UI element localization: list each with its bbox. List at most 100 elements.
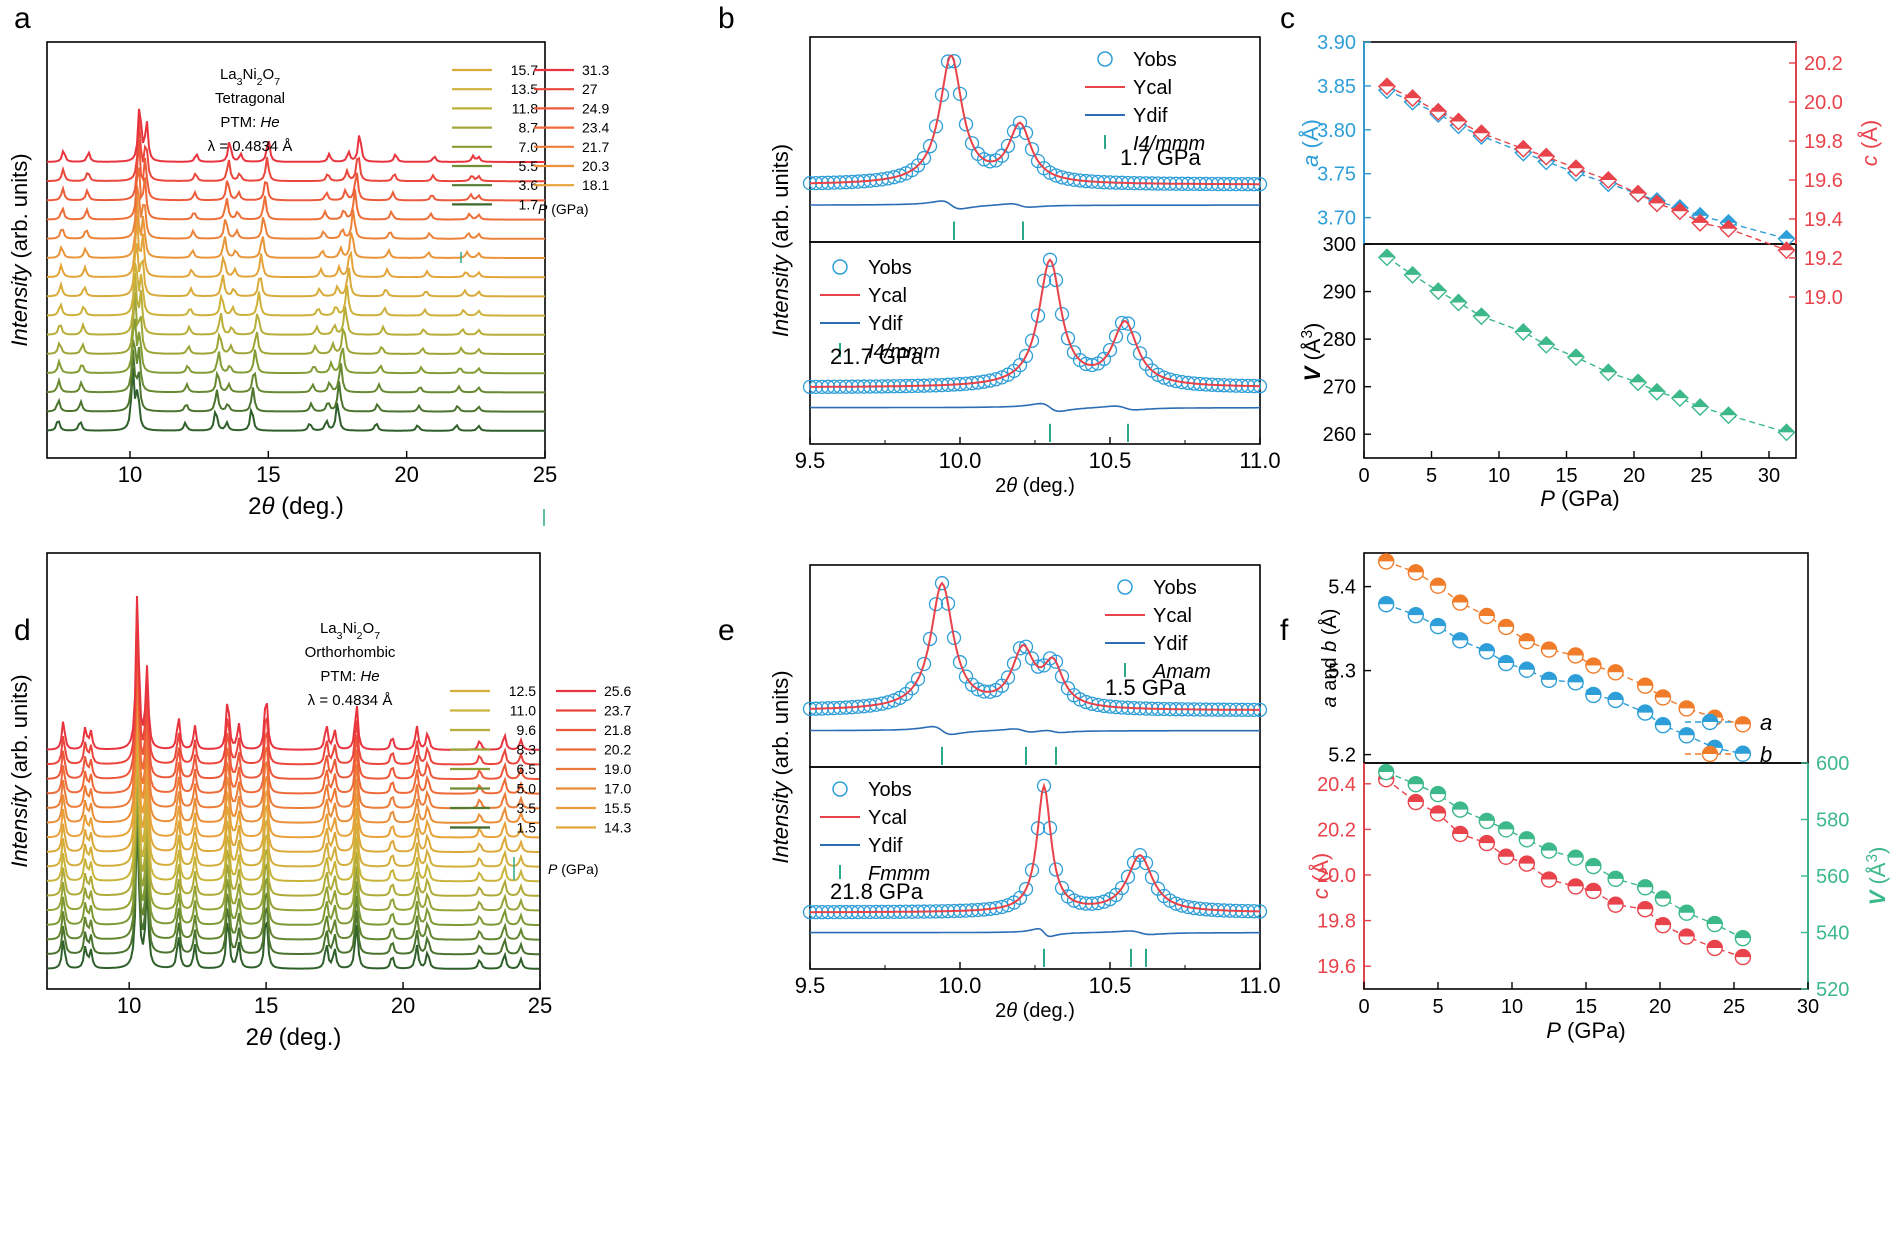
panel-b-yobs-point <box>922 139 938 154</box>
panel-a-pattern-curve <box>46 262 545 317</box>
panel-f-v-series-point-fill <box>1430 786 1446 795</box>
panel-a-pattern-curve <box>46 367 545 432</box>
panel-a-legend-right: 21.7 <box>582 139 609 155</box>
panel-c-xlabel: P (GPa) <box>1540 486 1619 511</box>
panel-b-ylabel: Intensity (arb. units) <box>768 144 793 337</box>
panel-a-legend-left: 1.7 <box>519 196 539 212</box>
panel-f-a-series-point-fill <box>1452 632 1468 641</box>
panel-a-legend-left: 3.6 <box>519 177 539 193</box>
panel-d-xaxis-ticklabel: 25 <box>528 993 552 1018</box>
panel-d-wavelength: λ = 0.4834 Å <box>308 692 393 709</box>
panel-c-xaxis-ticklabel: 30 <box>1758 465 1780 487</box>
panel-f-v-series-point-fill <box>1519 831 1535 840</box>
panel-d-pattern-curve <box>46 727 539 883</box>
panel-c-c-series-point-fill <box>1450 113 1467 122</box>
panel-a-pattern-curve <box>46 185 545 240</box>
panel-c-xaxis-ticklabel: 20 <box>1623 465 1645 487</box>
panel-b-yobs-point <box>976 152 992 167</box>
panel-f-b-series-point-fill <box>1679 700 1695 709</box>
panel-d-pattern-curve <box>46 683 539 839</box>
panel-f-c-series-point-fill <box>1498 849 1514 857</box>
panel-b-yobs-point <box>928 119 944 134</box>
panel-c-a-axis-ticklabel: 3.75 <box>1317 164 1356 186</box>
panel-e-yobs-point <box>1054 669 1070 684</box>
panel-a-wavelength: λ = 0.4834 Å <box>208 138 293 155</box>
panel-b-legend-ydif: Ydif <box>868 313 903 335</box>
panel-d-ptm: PTM: He <box>320 668 379 685</box>
panel-f-b-series-point-fill <box>1568 647 1584 656</box>
panel-a-legend-left: 15.7 <box>511 62 538 78</box>
panel-f-c-series-line <box>1385 778 1744 958</box>
panel-b-yobs-point <box>1024 142 1040 157</box>
panel-a-pattern-curve <box>46 349 545 413</box>
panel-a-pattern-curve <box>46 243 545 298</box>
panel-a-pattern-curve <box>46 196 545 259</box>
panel-c-xaxis-ticklabel: 25 <box>1690 465 1712 487</box>
panel-c-c-axis-ticklabel: 19.6 <box>1804 170 1843 192</box>
panel-e-legend-ydif: Ydif <box>868 835 903 857</box>
panel-f-c-series-point-fill <box>1519 856 1535 864</box>
panel-a-xaxis-ticklabel: 15 <box>256 462 280 487</box>
panel-b-pressure-label: 21.7 GPa <box>830 344 924 369</box>
panel-f-a-series-point-fill <box>1479 643 1495 652</box>
panel-b-xaxis-ticklabel: 10.5 <box>1089 448 1132 473</box>
panel-d-legend-left: 9.6 <box>517 722 537 738</box>
panel-e-legend-ydif: Ydif <box>1153 633 1188 655</box>
panel-f-a-series-point-fill <box>1430 618 1446 627</box>
panel-c-c-series-point-fill <box>1430 103 1447 112</box>
panel-c-v-series-point-fill <box>1630 374 1647 383</box>
panel-c-v-series-point-fill <box>1692 399 1709 408</box>
panel-f-b-series-point-fill <box>1408 564 1424 573</box>
panel-e-yobs-point <box>910 671 926 687</box>
panel-b-ydif-line <box>810 200 1260 210</box>
panel-d-legend-left: 11.0 <box>510 703 536 719</box>
panel-d-xaxis-ticklabel: 15 <box>254 993 278 1018</box>
panel-b-yobs-point <box>1084 357 1100 373</box>
panel-c-c-series-point-fill <box>1473 125 1490 134</box>
panel-a-pattern-curve <box>47 139 545 202</box>
panel-b-legend-space-group: I4/mmm <box>1133 133 1205 155</box>
panel-b-yobs-point <box>1030 308 1046 323</box>
panel-f-c-label: c (Å) <box>1308 853 1333 899</box>
panel-f-v-series-point-fill <box>1378 764 1394 773</box>
panel-c-a-series-point-fill <box>1778 230 1795 239</box>
panel-f-xaxis-ticklabel: 30 <box>1797 996 1819 1018</box>
panel-b-legend-ydif: Ydif <box>1133 105 1168 127</box>
panel-f-c-series-point-fill <box>1408 794 1424 803</box>
panel-a-xaxis-ticklabel: 25 <box>533 462 557 487</box>
panel-e-yobs-point <box>1096 894 1112 909</box>
panel-a-legend-right: 18.1 <box>582 177 609 193</box>
panel-a-pattern-curve <box>47 119 545 183</box>
panel-d-pattern-curve <box>46 625 539 780</box>
panel-c-c-label: c (Å) <box>1857 120 1882 166</box>
panel-f-xaxis-ticklabel: 0 <box>1358 996 1369 1018</box>
panel-c-top-frame <box>1363 41 1797 245</box>
panel-d-pattern-curve <box>46 698 539 853</box>
panel-c-c-axis-ticklabel: 19.0 <box>1804 287 1843 309</box>
panel-b-ycal-line <box>810 54 1260 186</box>
panel-f-a-series-point-fill <box>1378 596 1394 605</box>
panel-e-yobs-point <box>1114 880 1130 896</box>
panel-a-pattern-curve <box>46 291 545 355</box>
panel-f-a-series-point-fill <box>1655 717 1671 726</box>
panel-b-yobs-point <box>1060 331 1076 346</box>
panel-b-legend-yobs-marker <box>1097 51 1113 67</box>
panel-b-yobs-point <box>1024 333 1040 348</box>
panel-a-legend-right: 24.9 <box>582 100 609 116</box>
panel-a-legend-unit: P (GPa) <box>538 201 589 217</box>
panel-e-yobs-point <box>1180 899 1196 915</box>
panel-e-legend-ycal: Ycal <box>1153 605 1192 627</box>
panel-c-c-series-point-fill <box>1378 78 1395 87</box>
panel-f-v-series-point-fill <box>1541 843 1557 851</box>
panel-d-compound: La3Ni2O7 <box>320 620 380 642</box>
panel-e-yobs-point <box>1048 654 1064 669</box>
panel-d-legend-left: 5.0 <box>517 781 537 797</box>
panel-a-xlabel: 2θ (deg.) <box>248 493 344 520</box>
panel-c-c-axis-ticklabel: 19.4 <box>1804 209 1843 231</box>
panel-a-pattern-curve <box>47 167 545 221</box>
panel-d-legend-left: 6.5 <box>517 761 537 777</box>
panel-b-ycal-line <box>810 258 1261 388</box>
panel-a-plot-frame <box>46 41 546 459</box>
panel-e-ydif-line <box>810 725 1260 736</box>
